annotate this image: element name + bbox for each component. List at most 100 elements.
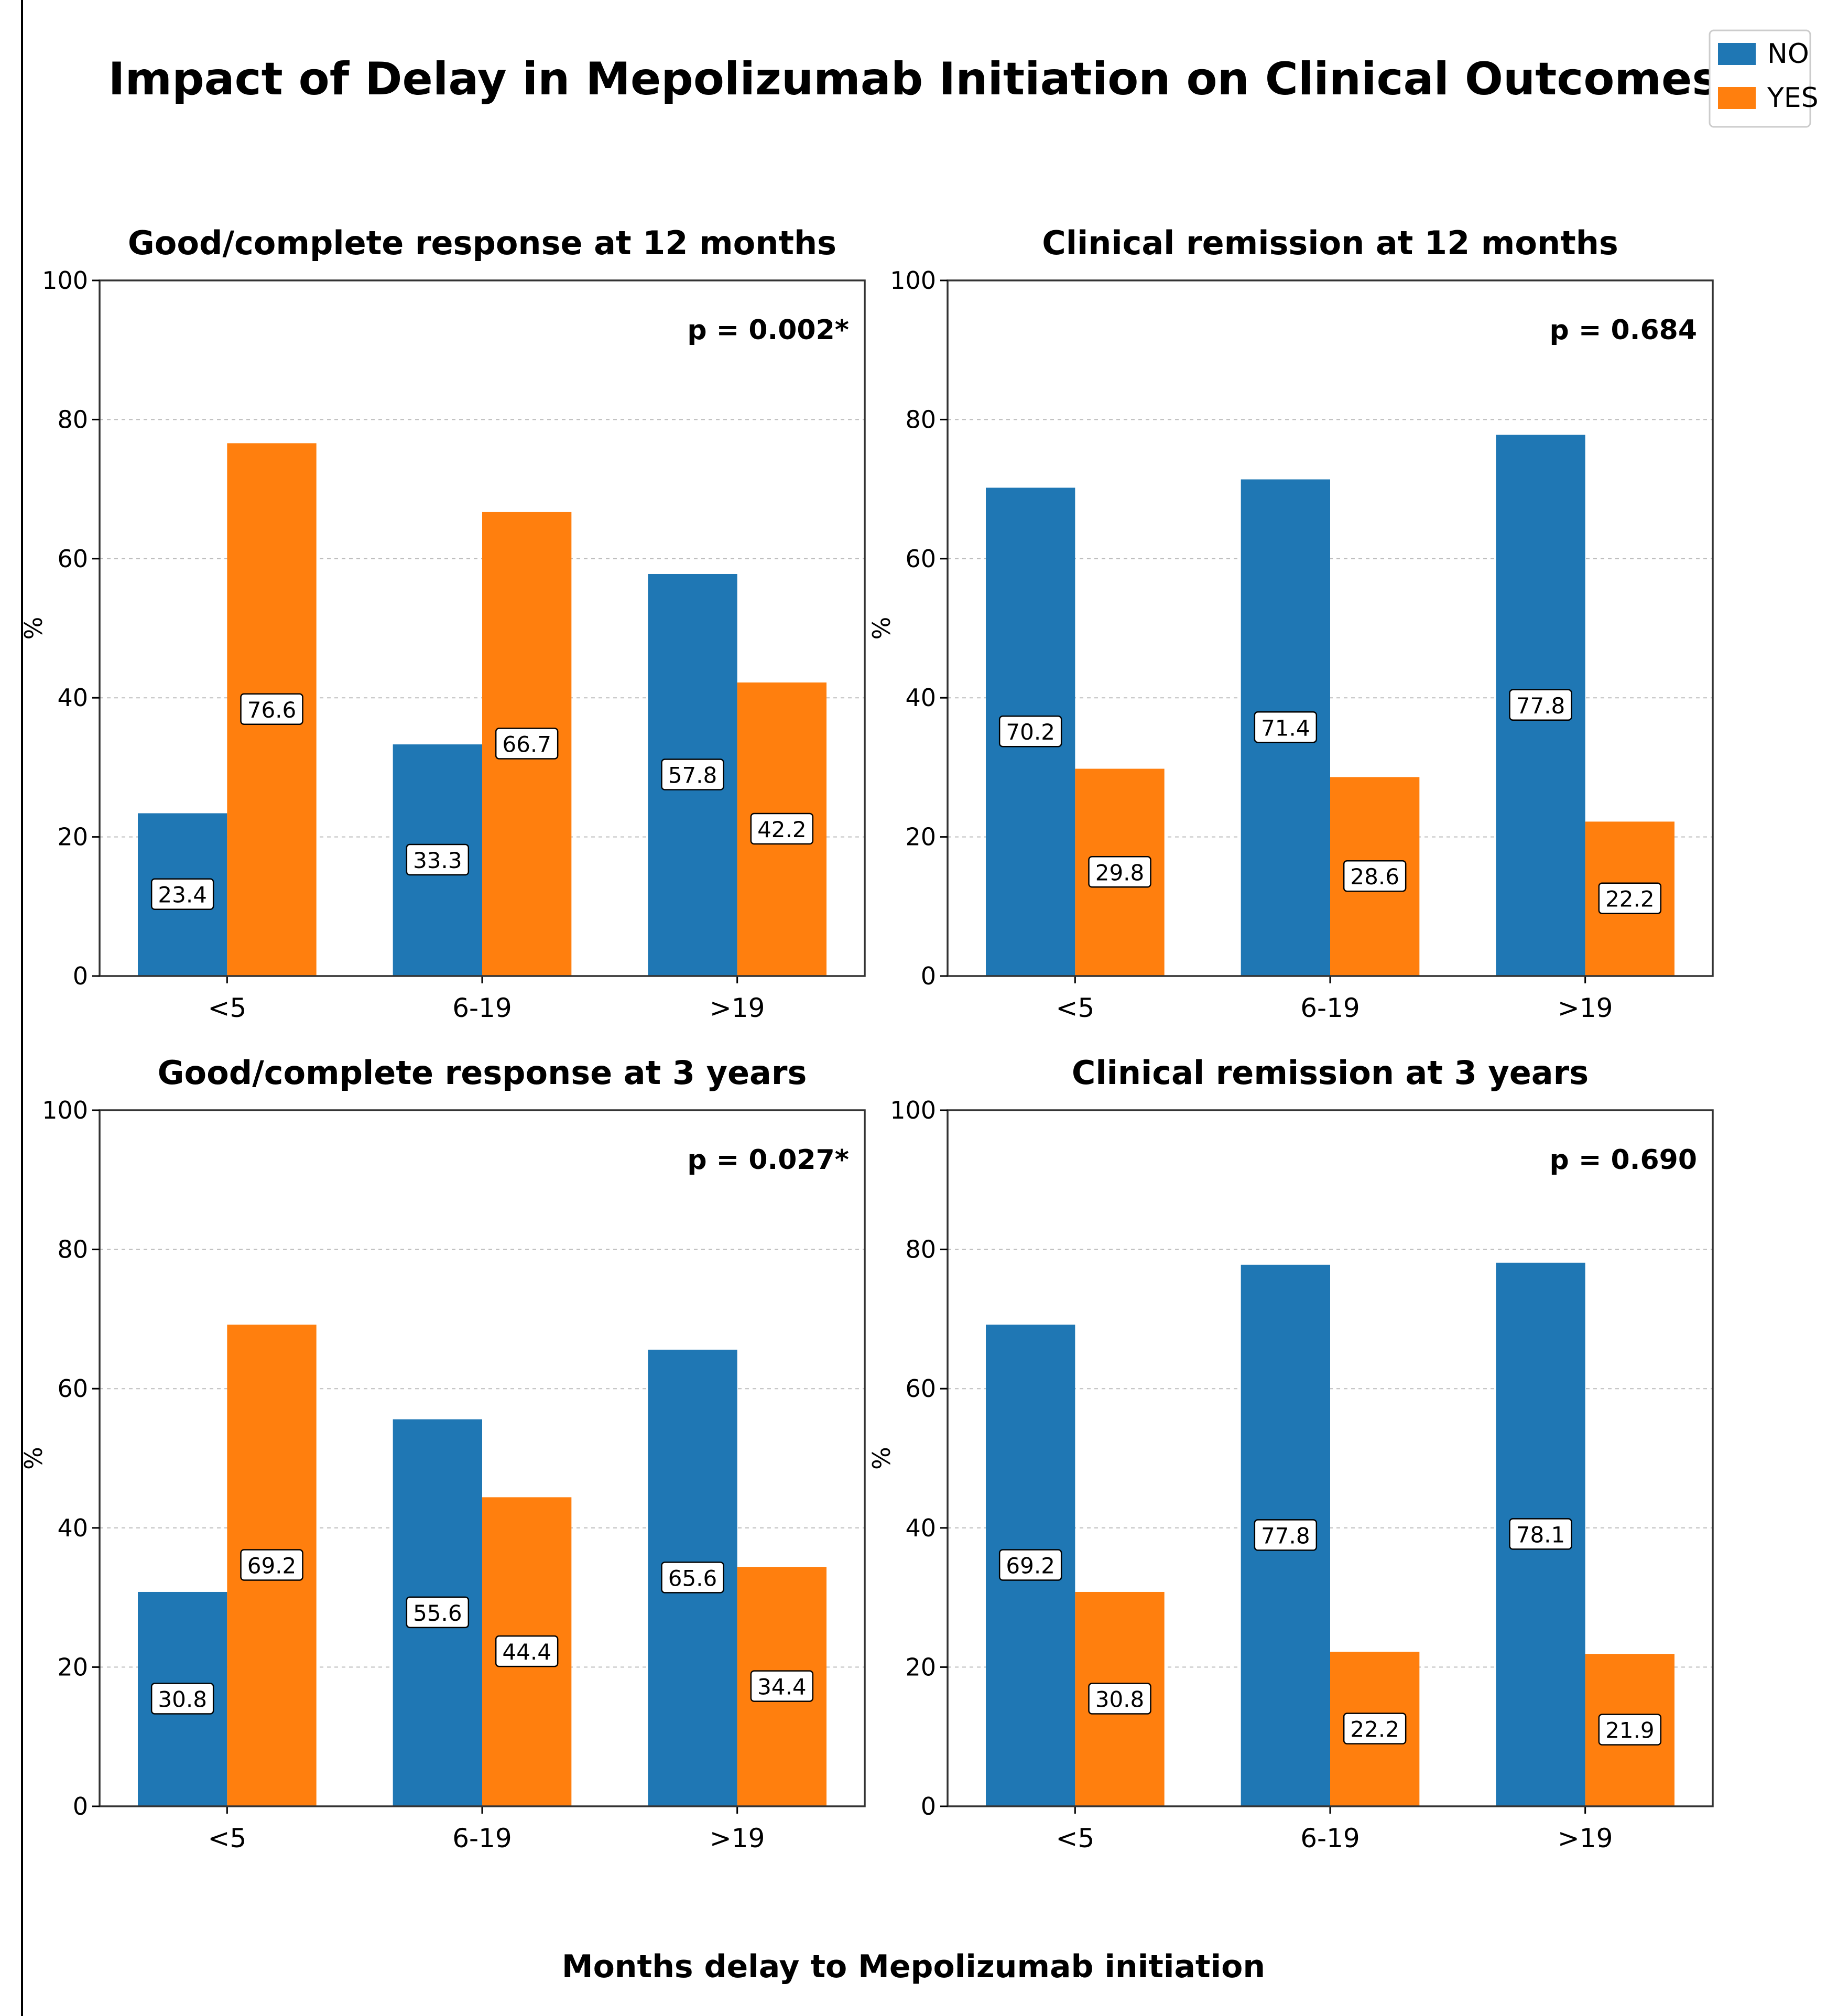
x-tick-label: <5 xyxy=(1056,1823,1094,1854)
data-label: 65.6 xyxy=(668,1565,717,1591)
y-tick-label: 40 xyxy=(57,1514,88,1542)
data-label: 78.1 xyxy=(1516,1522,1565,1547)
x-tick-label: <5 xyxy=(1056,993,1094,1023)
plot-frame xyxy=(947,279,1714,977)
chart-panel-1: Good/complete response at 12 months 23.4 7… xyxy=(19,224,866,1023)
data-label: 23.4 xyxy=(158,882,207,908)
y-tick-label: 60 xyxy=(57,1374,88,1403)
x-tick-label: 6-19 xyxy=(452,993,512,1023)
data-label: 30.8 xyxy=(1095,1686,1145,1712)
y-axis-label: % xyxy=(867,617,896,640)
plot-frame xyxy=(99,279,866,977)
chart-panel-4: Clinical remission at 3 years 69.2 30.8 <5 7… xyxy=(867,1054,1714,1854)
data-label-box xyxy=(406,1596,470,1629)
y-tick-label: 100 xyxy=(890,266,936,295)
data-label-box xyxy=(661,1562,724,1594)
x-tick-label: >19 xyxy=(1558,993,1613,1023)
data-label-box xyxy=(1254,1519,1318,1551)
data-label-box xyxy=(1509,689,1572,721)
y-tick-label: 20 xyxy=(905,1653,936,1681)
data-label-box xyxy=(495,1635,559,1667)
x-axis-title: Months delay to Mepolizumab initiation xyxy=(562,1948,1265,1985)
data-label: 77.8 xyxy=(1516,693,1565,719)
data-label-box xyxy=(998,1549,1062,1581)
data-label-box xyxy=(1088,856,1151,888)
chart-panel-3: Good/complete response at 3 years 30.8 69.… xyxy=(19,1054,866,1854)
x-tick-label: >19 xyxy=(1558,1823,1613,1854)
data-label-box xyxy=(495,728,559,760)
legend-label-no: NO xyxy=(1767,38,1809,70)
chart-title: Clinical remission at 12 months xyxy=(1042,224,1618,262)
y-axis-label: % xyxy=(19,617,48,640)
charts-grid: Good/complete response at 12 months 23.4 7… xyxy=(19,224,1714,1854)
data-label-box xyxy=(661,758,724,790)
y-tick-label: 100 xyxy=(890,1096,936,1124)
y-tick-label: 40 xyxy=(905,684,936,712)
data-label: 34.4 xyxy=(757,1674,807,1700)
data-label-box xyxy=(1088,1683,1151,1715)
y-tick-label: 20 xyxy=(57,823,88,851)
y-tick-label: 60 xyxy=(905,1374,936,1403)
data-label-box xyxy=(240,1549,303,1581)
y-axis-label: % xyxy=(19,1447,48,1470)
data-label-box xyxy=(150,1683,214,1715)
x-tick-label: <5 xyxy=(208,1823,246,1854)
chart-title: Good/complete response at 3 years xyxy=(158,1054,807,1092)
plot-frame xyxy=(947,1109,1714,1807)
data-label-box xyxy=(1598,1714,1662,1746)
data-label: 42.2 xyxy=(757,817,807,842)
data-label-box xyxy=(150,878,214,910)
y-tick-label: 20 xyxy=(905,823,936,851)
y-tick-label: 40 xyxy=(905,1514,936,1542)
x-tick-label: >19 xyxy=(710,1823,765,1854)
y-tick-label: 80 xyxy=(57,405,88,433)
data-label: 55.6 xyxy=(413,1600,462,1626)
y-tick-label: 0 xyxy=(73,1792,88,1820)
data-label-box xyxy=(240,693,303,725)
y-tick-label: 80 xyxy=(57,1235,88,1264)
data-label: 30.8 xyxy=(158,1686,207,1712)
data-label: 70.2 xyxy=(1006,719,1055,745)
y-tick-label: 80 xyxy=(905,1235,936,1264)
data-label: 33.3 xyxy=(413,848,462,873)
y-tick-label: 100 xyxy=(42,1096,88,1124)
x-tick-label: >19 xyxy=(710,993,765,1023)
data-label: 77.8 xyxy=(1261,1523,1310,1548)
p-value-annotation: p = 0.002* xyxy=(687,315,849,346)
plot-frame xyxy=(99,1109,866,1807)
x-tick-label: 6-19 xyxy=(1300,1823,1360,1854)
data-label: 71.4 xyxy=(1261,715,1310,741)
y-tick-label: 0 xyxy=(921,962,936,990)
legend: NO YES xyxy=(1709,29,1819,128)
data-label-box xyxy=(1254,711,1318,743)
y-tick-label: 0 xyxy=(73,962,88,990)
data-label: 69.2 xyxy=(247,1553,297,1579)
y-tick-label: 100 xyxy=(42,266,88,295)
data-label: 76.6 xyxy=(247,697,297,723)
data-label: 22.2 xyxy=(1605,886,1655,912)
chart-title: Good/complete response at 12 months xyxy=(128,224,836,262)
data-label: 57.8 xyxy=(668,762,717,788)
data-label: 28.6 xyxy=(1350,864,1399,890)
y-tick-label: 60 xyxy=(57,545,88,573)
chart-panel-2: Clinical remission at 12 months 70.2 29.8 <… xyxy=(867,224,1714,1023)
data-label-box xyxy=(1343,860,1407,892)
data-label-box xyxy=(1598,882,1662,914)
x-tick-label: 6-19 xyxy=(1300,993,1360,1023)
x-tick-label: <5 xyxy=(208,993,246,1023)
data-label: 69.2 xyxy=(1006,1553,1055,1579)
p-value-annotation: p = 0.690 xyxy=(1550,1144,1697,1176)
main-title: Impact of Delay in Mepolizumab Initiatio… xyxy=(108,53,1719,105)
y-tick-label: 40 xyxy=(57,684,88,712)
data-label: 66.7 xyxy=(502,731,551,757)
y-tick-label: 80 xyxy=(905,405,936,433)
legend-label-yes: YES xyxy=(1767,82,1819,114)
data-label: 22.2 xyxy=(1350,1717,1399,1742)
x-tick-label: 6-19 xyxy=(452,1823,512,1854)
legend-swatch-no xyxy=(1718,43,1756,65)
data-label-box xyxy=(1509,1518,1572,1550)
data-label-box xyxy=(998,715,1062,747)
data-label-box xyxy=(406,843,470,876)
data-label-box xyxy=(750,812,814,845)
